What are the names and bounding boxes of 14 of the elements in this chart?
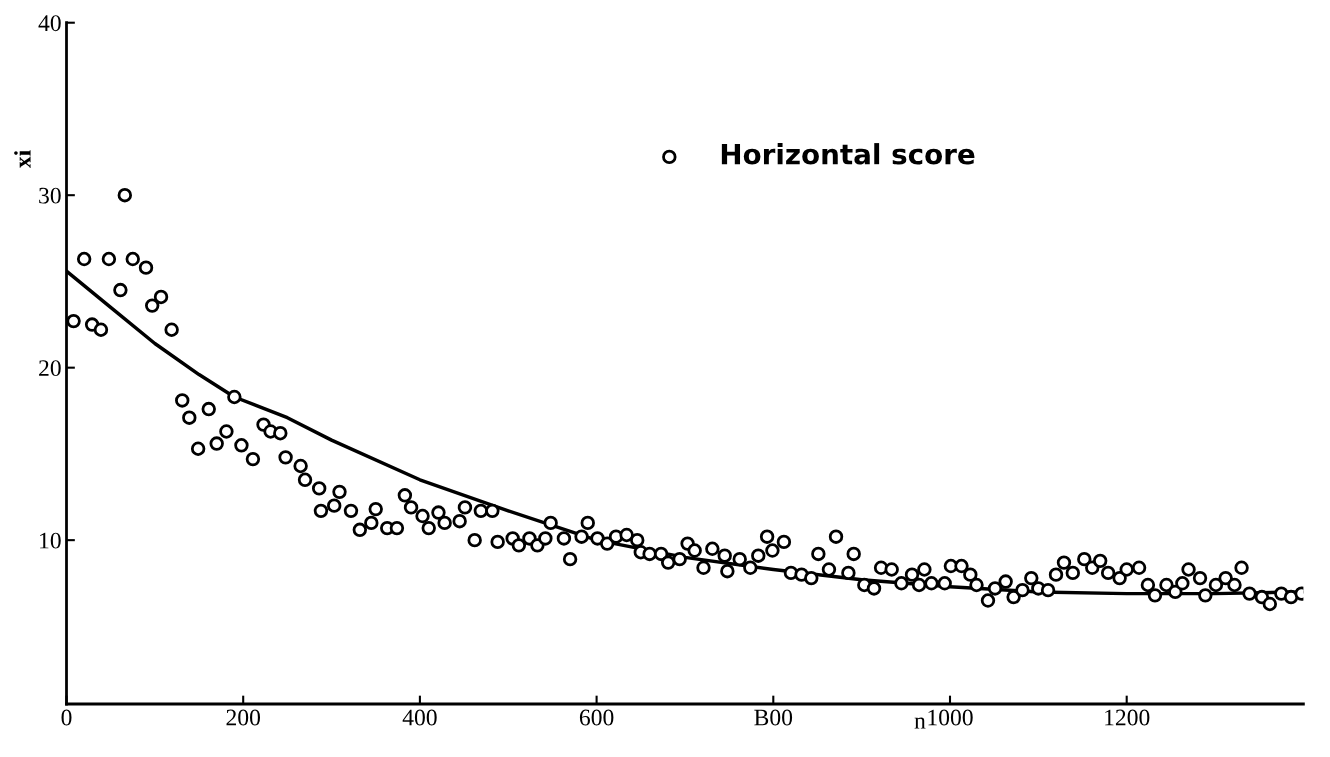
y-tick-label: 20 [39,360,61,377]
x-axis-title: n [914,717,926,729]
x-tick-label: 400 [402,709,437,726]
x-tick-label: 1200 [1105,709,1150,726]
x-tick-label: 1000 [928,709,973,726]
y-tick-label: 30 [39,187,61,204]
x-tick-label: 600 [579,709,614,726]
y-axis-title: xi [14,150,31,169]
x-tick-label: B00 [754,709,793,726]
legend-label: Horizontal score [721,143,975,165]
y-tick-label: 10 [40,532,61,549]
x-tick-label: 200 [226,709,261,726]
x-tick-label: 0 [61,709,72,726]
y-tick-label: 40 [38,15,61,32]
